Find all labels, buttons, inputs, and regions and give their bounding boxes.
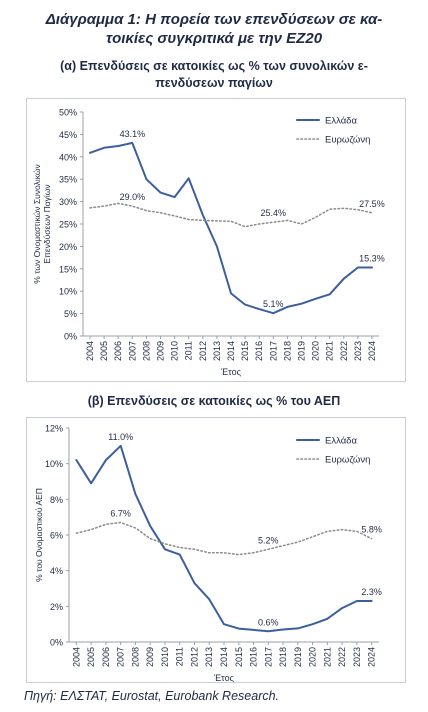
- chart-b-x-tick-label: 2023: [352, 647, 362, 667]
- chart-b-x-tick-label: 2011: [175, 647, 185, 666]
- chart-a-svg: 0% 5% 10% 15% 20% 25% 30% 35% 40% 45% 50% 2004 2005 2…: [32, 108, 385, 378]
- chart-a-data-label: 29.0%: [120, 192, 146, 202]
- chart-a-x-label: Έτος: [220, 367, 241, 377]
- chart-a-y-label-line2: Επενδύσεων Παγίων: [42, 184, 52, 263]
- chart-a-data-label: 25.4%: [261, 208, 287, 218]
- chart-a-y-label-line1: % των Ονομαστικών Συνολικών: [32, 164, 42, 284]
- chart-b-x-tick-label: 2018: [278, 647, 288, 667]
- chart-b-x-tick-label: 2014: [219, 647, 229, 667]
- chart-b-series-greece-line: [75, 444, 373, 633]
- chart-a-legend-label-eurozone: Ευρωζώνη: [325, 135, 370, 146]
- chart-a-title-line2: πενδύσεων παγίων: [155, 76, 273, 90]
- chart-b-svg: 0% 2% 4% 6% 8% 10% 12% 2004 2005 2006 2007 2008 2009…: [34, 424, 382, 684]
- chart-b-x-tick-label: 2020: [308, 647, 318, 667]
- chart-a-y-tick-label: 15%: [59, 264, 77, 274]
- chart-b-x-tick-label: 2010: [160, 647, 170, 667]
- chart-a-series-greece-line: [89, 141, 373, 315]
- chart-a-x-tick-label: 2005: [99, 341, 109, 361]
- chart-a-y-tick-label: 5%: [64, 309, 77, 319]
- chart-a-x-tick-label: 2015: [240, 341, 250, 361]
- chart-a-y-tick-label: 45%: [59, 130, 77, 140]
- chart-b-x-label: Έτος: [213, 673, 234, 682]
- chart-a-x-tick-label: 2024: [367, 341, 377, 361]
- chart-a-data-label: 5.1%: [263, 299, 284, 309]
- chart-b-title-line1: (β) Επενδύσεις σε κατοικίες ως % του ΑΕΠ: [87, 394, 341, 408]
- chart-b-data-label: 5.8%: [361, 525, 382, 535]
- chart-a-x-tick-label: 2019: [296, 341, 306, 361]
- chart-a-x-tick-label: 2006: [113, 341, 123, 361]
- chart-a-x-tick-label: 2011: [184, 341, 194, 360]
- chart-a-x-tick-label: 2004: [85, 341, 95, 361]
- chart-b-x-tick-label: 2022: [337, 647, 347, 667]
- chart-a-y-tick-label: 35%: [59, 175, 77, 185]
- chart-b-series-eurozone-line: [75, 521, 373, 556]
- chart-a-x-tick-label: 2021: [325, 341, 335, 361]
- chart-b-data-label: 2.3%: [361, 587, 382, 597]
- chart-b-y-tick-label: 12%: [45, 424, 63, 434]
- main-title-line1: Διάγραμμα 1: Η πορεία των επενδύσεων σε …: [45, 11, 383, 28]
- chart-b-y-tick-label: 0%: [50, 638, 63, 648]
- chart-a-y-tick-label: 40%: [59, 152, 77, 162]
- chart-b-x-tick-label: 2019: [293, 647, 303, 667]
- chart-b-data-label: 0.6%: [258, 617, 279, 627]
- chart-b-x-tick-label: 2012: [189, 647, 199, 667]
- chart-a-x-tick-label: 2014: [226, 341, 236, 361]
- chart-b-x-tick-label: 2006: [101, 647, 111, 667]
- chart-b-x-tick-label: 2009: [145, 647, 155, 667]
- chart-a-x-tick-label: 2007: [127, 341, 137, 361]
- chart-a-x-tick-label: 2016: [254, 341, 264, 361]
- chart-b-x-tick-label: 2013: [204, 647, 214, 667]
- chart-a-title: (α) Επενδύσεις σε κατοικίες ως % των συν…: [0, 58, 428, 92]
- chart-a-x-tick-label: 2017: [268, 341, 278, 361]
- chart-b-y-tick-label: 6%: [50, 531, 63, 541]
- chart-a-x-tick-label: 2009: [156, 341, 166, 361]
- chart-b-data-label: 11.0%: [108, 432, 133, 442]
- chart-a-panel: 0% 5% 10% 15% 20% 25% 30% 35% 40% 45% 50% 2004 2005 2…: [26, 98, 406, 382]
- chart-a-x-tick-label: 2020: [311, 341, 321, 361]
- chart-b-panel: 0% 2% 4% 6% 8% 10% 12% 2004 2005 2006 2007 2008 2009…: [26, 417, 406, 683]
- chart-b-title: (β) Επενδύσεις σε κατοικίες ως % του ΑΕΠ: [0, 393, 428, 410]
- chart-b-x-tick-label: 2007: [116, 647, 126, 667]
- chart-a-data-label: 15.3%: [359, 253, 385, 263]
- main-title-line2: τοικίες συγκριτικά με την ΕΖ20: [105, 30, 323, 47]
- chart-b-y-tick-label: 4%: [50, 566, 63, 576]
- chart-b-x-tick-label: 2005: [86, 647, 96, 667]
- chart-b-legend-label-eurozone: Ευρωζώνη: [325, 455, 370, 466]
- chart-b-x-tick-label: 2021: [322, 647, 332, 667]
- chart-b-y-label-line1: % του Ονομαστικού ΑΕΠ: [34, 488, 44, 582]
- chart-a-y-tick-label: 50%: [59, 108, 77, 118]
- chart-a-x-tick-label: 2012: [198, 341, 208, 361]
- chart-b-data-label: 6.7%: [110, 509, 131, 519]
- chart-b-legend-label-greece: Ελλάδα: [325, 436, 357, 447]
- chart-a-y-tick-label: 20%: [59, 242, 77, 252]
- chart-a-y-tick-label: 10%: [59, 287, 77, 297]
- chart-b-x-tick-label: 2015: [234, 647, 244, 667]
- chart-a-x-tick-label: 2018: [282, 341, 292, 361]
- chart-a-x-tick-label: 2010: [170, 341, 180, 361]
- chart-a-x-tick-label: 2023: [353, 341, 363, 361]
- chart-b-x-tick-label: 2017: [263, 647, 273, 667]
- chart-b-x-tick-label: 2004: [71, 647, 81, 667]
- chart-a-data-label: 43.1%: [120, 129, 146, 139]
- chart-b-y-tick-label: 2%: [50, 602, 63, 612]
- chart-b-y-tick-label: 10%: [45, 459, 63, 469]
- chart-a-y-tick-label: 0%: [64, 332, 77, 342]
- chart-a-x-tick-label: 2013: [212, 341, 222, 361]
- chart-a-y-tick-label: 25%: [59, 220, 77, 230]
- chart-a-data-label: 27.5%: [359, 199, 385, 209]
- chart-a-x-tick-label: 2022: [339, 341, 349, 361]
- chart-a-x-tick-label: 2008: [141, 341, 151, 361]
- chart-a-y-tick-label: 30%: [59, 197, 77, 207]
- main-title: Διάγραμμα 1: Η πορεία των επενδύσεων σε …: [0, 10, 428, 48]
- chart-b-x-tick-label: 2024: [367, 647, 377, 667]
- chart-a-legend-label-greece: Ελλάδα: [325, 116, 357, 127]
- chart-b-data-label: 5.2%: [258, 535, 279, 545]
- chart-a-title-line1: (α) Επενδύσεις σε κατοικίες ως % των συν…: [60, 59, 368, 73]
- source-note: Πηγή: ΕΛΣΤΑΤ, Eurostat, Eurobank Researc…: [24, 689, 280, 703]
- chart-b-y-tick-label: 8%: [50, 495, 63, 505]
- chart-b-x-tick-label: 2016: [249, 647, 259, 667]
- chart-b-x-tick-label: 2008: [130, 647, 140, 667]
- chart-a-series-eurozone-line: [89, 202, 373, 228]
